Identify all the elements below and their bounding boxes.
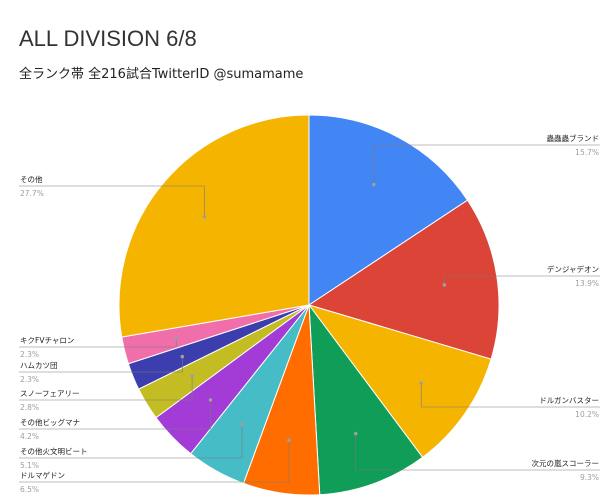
chart-title: ALL DIVISION 6/8 xyxy=(19,26,197,51)
pie-slice xyxy=(307,304,492,458)
leader-dot xyxy=(174,336,178,340)
slice-name-label: その他 xyxy=(20,174,43,184)
leader-line xyxy=(19,185,205,217)
slice-name-label: ドルガンバスター xyxy=(539,395,599,405)
leader-dot xyxy=(442,283,447,287)
leader-line xyxy=(373,144,600,185)
slice-label: 次元の嵐スコーラー 9.3% xyxy=(353,431,600,482)
leader-dot xyxy=(240,422,244,427)
slice-label: ドルマゲドン 6.5% xyxy=(19,438,291,494)
leader-line xyxy=(19,376,193,401)
slice-label: デンジャデオン 13.9% xyxy=(442,264,600,288)
leader-line xyxy=(19,399,211,430)
slice-label: スノーフェアリー 2.8% xyxy=(19,374,194,412)
leader-line xyxy=(19,424,243,459)
slice-name-label: 蟲蟲蟲ブランド xyxy=(547,133,600,143)
slice-name-label: その他火文明ビート xyxy=(20,446,88,456)
leader-line xyxy=(355,433,600,471)
slice-name-label: キクFVチャロン xyxy=(20,336,74,345)
leader-dot xyxy=(190,374,194,378)
slice-label: キクFVチャロン 2.3% xyxy=(19,336,178,359)
slice-percent-label: 2.3% xyxy=(20,375,39,384)
leader-dot xyxy=(372,182,376,187)
slice-name-label: ハムカツ団 xyxy=(20,361,58,370)
slice-name-label: その他ビッグマナ xyxy=(20,417,80,427)
slice-label: その他 27.7% xyxy=(19,174,207,219)
slice-percent-label: 10.2% xyxy=(575,410,599,419)
slice-percent-label: 15.7% xyxy=(575,148,599,157)
slice-name-label: スノーフェアリー xyxy=(20,389,80,398)
chart-subtitle: 全ランク帯 全216試合TwitterID @sumamame xyxy=(19,67,304,82)
leader-line xyxy=(19,337,177,348)
slice-percent-label: 5.1% xyxy=(20,461,39,470)
leader-line xyxy=(19,440,290,483)
slice-label: ハムカツ団 2.3% xyxy=(19,354,185,384)
slice-percent-label: 2.8% xyxy=(20,403,39,412)
leader-line xyxy=(19,356,183,373)
leader-dot xyxy=(208,398,213,402)
slice-name-label: デンジャデオン xyxy=(547,264,599,274)
pie-slice xyxy=(307,199,500,360)
slice-name-label: 次元の嵐スコーラー xyxy=(532,458,600,468)
leader-line xyxy=(420,383,600,408)
pie-slice xyxy=(118,114,310,338)
slice-percent-label: 6.5% xyxy=(20,485,39,494)
slice-percent-label: 9.3% xyxy=(580,473,599,482)
leader-line xyxy=(443,275,600,285)
slice-percent-label: 2.3% xyxy=(20,350,39,359)
leader-dot xyxy=(419,381,424,386)
leader-dot xyxy=(353,431,358,436)
pie-slice xyxy=(308,114,469,306)
slice-percent-label: 13.9% xyxy=(575,279,599,288)
slice-percent-label: 27.7% xyxy=(20,189,44,198)
slice-percent-label: 4.2% xyxy=(20,432,39,441)
leader-dot xyxy=(202,215,207,219)
pie-slice xyxy=(308,303,424,496)
slice-label: ドルガンバスター 10.2% xyxy=(419,381,600,419)
slice-label: その他火文明ビート 5.1% xyxy=(19,422,244,470)
slice-label: 蟲蟲蟲ブランド 15.7% xyxy=(372,133,600,187)
slice-name-label: ドルマゲドン xyxy=(20,471,65,480)
leader-dot xyxy=(180,354,185,359)
leader-dot xyxy=(287,438,291,443)
slice-label: その他ビッグマナ 4.2% xyxy=(19,398,213,441)
